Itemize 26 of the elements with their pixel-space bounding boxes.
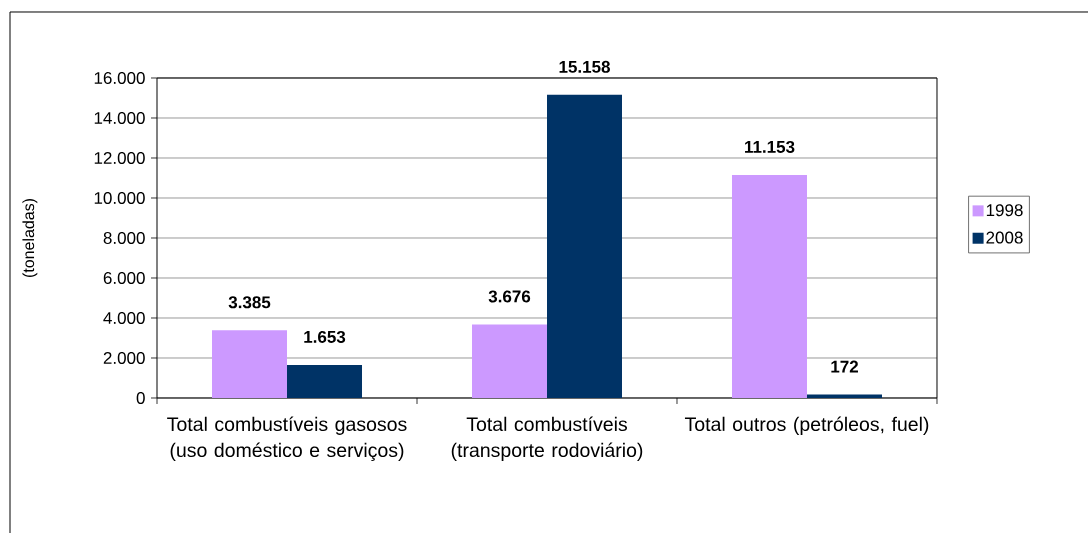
data-label: 3.385	[228, 296, 271, 309]
x-tick-label: Total outros (petróleos, fuel)	[684, 416, 929, 435]
x-tick-label: Total combustíveis (transporte rodoviário)	[451, 416, 643, 461]
data-label: 1.653	[304, 330, 346, 343]
y-tick-label: 8.000	[103, 231, 145, 245]
data-label: 11.153	[745, 140, 795, 153]
y-tick-label: 4.000	[103, 311, 145, 325]
y-tick-label: 10.000	[94, 191, 145, 205]
bar	[287, 364, 362, 398]
y-tick-label: 16.000	[94, 71, 145, 85]
bar	[732, 174, 807, 398]
bar	[472, 324, 547, 398]
data-label: 15.158	[559, 60, 610, 73]
x-tick-label: Total combustíveis gasosos (uso doméstico e serviços)	[167, 416, 407, 461]
data-label: 3.676	[488, 290, 531, 303]
y-axis-title: (toneladas)	[22, 198, 38, 278]
data-label: 172	[831, 360, 858, 373]
bar	[212, 330, 288, 398]
y-tick-label: 2.000	[103, 351, 145, 365]
y-tick-label: 14.000	[94, 111, 145, 125]
y-tick-label: 12.000	[94, 151, 145, 165]
bar	[547, 94, 622, 398]
y-tick-label: 0	[136, 391, 145, 405]
legend-label: 2008	[986, 231, 1023, 244]
y-tick-label: 6.000	[103, 271, 145, 285]
legend-label: 1998	[986, 204, 1023, 217]
